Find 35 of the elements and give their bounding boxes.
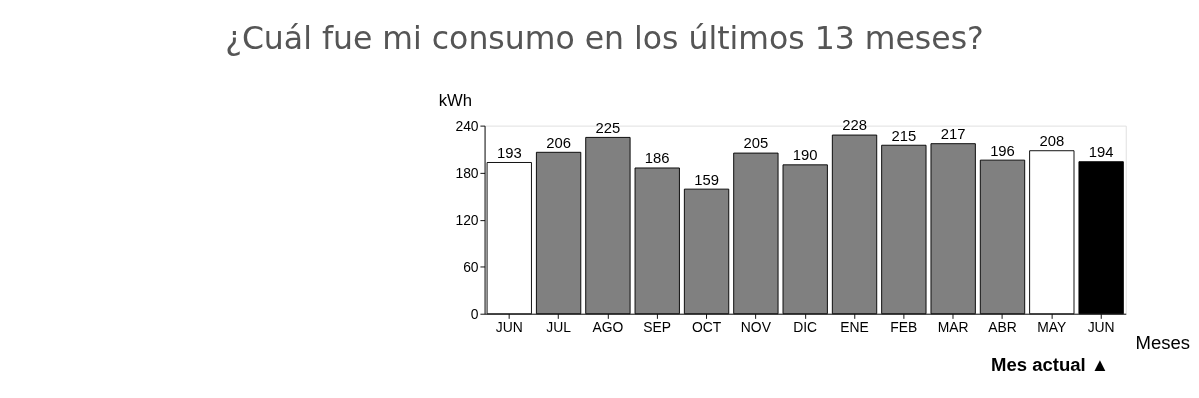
y-tick-label: 120: [455, 211, 479, 228]
y-tick-label: 60: [463, 258, 479, 275]
chart-title: ¿Cuál fue mi consumo en los últimos 13 meses?: [225, 19, 984, 56]
y-tick-label: 240: [455, 117, 479, 134]
x-tick-label: JUN: [495, 318, 523, 335]
data-label: 159: [694, 171, 719, 188]
x-tick-label: JUN: [1087, 318, 1115, 335]
x-tick-label: MAY: [1037, 318, 1067, 335]
x-axis-title: Meses: [1135, 332, 1191, 354]
data-label: 208: [1039, 133, 1065, 150]
y-tick-label: 0: [470, 305, 479, 322]
data-label: 193: [496, 144, 522, 161]
y-tick-label: 180: [455, 164, 479, 181]
data-label: 186: [644, 150, 670, 167]
y-axis-title: kWh: [438, 90, 473, 110]
x-tick-label: JUL: [546, 318, 572, 335]
x-tick-label: SEP: [643, 318, 672, 335]
data-label: 205: [743, 135, 769, 152]
x-tick-label: FEB: [890, 318, 918, 335]
text: Mes actual ▲: [990, 354, 1110, 376]
data-label: 217: [940, 126, 966, 143]
x-tick-label: ABR: [988, 318, 1017, 335]
data-label: 190: [792, 147, 818, 164]
x-tick-label: AGO: [592, 318, 624, 335]
data-label: 196: [990, 142, 1015, 159]
data-label: 194: [1088, 144, 1114, 161]
x-tick-label: ENE: [840, 318, 869, 335]
x-tick-label: DIC: [793, 318, 818, 335]
data-label: 206: [546, 134, 571, 151]
data-label: 225: [595, 119, 621, 136]
data-label: 215: [891, 127, 917, 144]
data-label: 228: [842, 117, 867, 134]
x-tick-label: MAR: [937, 318, 969, 335]
x-tick-label: NOV: [740, 318, 772, 335]
x-tick-label: OCT: [691, 318, 722, 335]
